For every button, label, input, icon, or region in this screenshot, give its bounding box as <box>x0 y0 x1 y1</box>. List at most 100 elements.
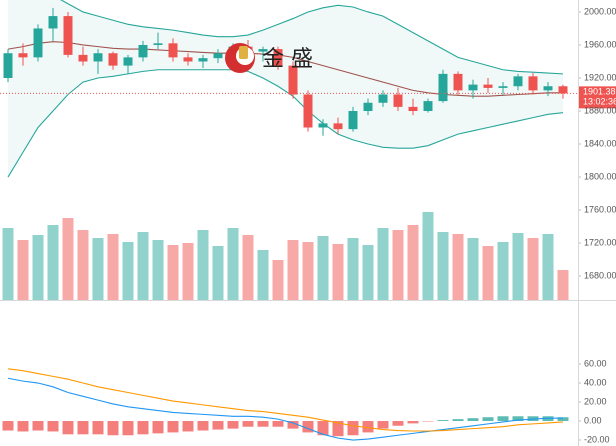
candle-body <box>498 86 508 88</box>
volume-bar <box>17 240 29 300</box>
candle-body <box>558 86 568 94</box>
macd-hist <box>212 421 224 430</box>
macd-hist <box>377 421 389 429</box>
price-tag-text: 1901.38 <box>583 87 616 97</box>
macd-hist <box>137 421 149 435</box>
macd-hist <box>452 419 464 422</box>
volume-bar <box>407 225 419 300</box>
candle-body <box>213 53 223 59</box>
macd-hist <box>557 417 569 422</box>
candle-body <box>108 53 118 66</box>
macd-hist <box>407 421 419 424</box>
candle-body <box>303 94 313 128</box>
macd-hist <box>317 421 329 436</box>
macd-hist <box>257 421 269 427</box>
candle-body <box>63 16 73 55</box>
macd-hist <box>77 421 89 435</box>
candle-body <box>168 43 178 58</box>
macd-dea <box>7 368 564 432</box>
candle-body <box>528 76 538 91</box>
band-lower <box>7 69 564 178</box>
volume-bar <box>47 225 59 300</box>
volume-bar <box>107 234 119 300</box>
volume-bar <box>272 260 284 300</box>
volume-bar <box>362 245 374 300</box>
macd-hist <box>197 421 209 431</box>
volume-bar <box>392 230 404 300</box>
volume-bar <box>152 240 164 300</box>
macd-hist <box>182 421 194 432</box>
candle-body <box>93 53 103 62</box>
macd-hist <box>272 421 284 427</box>
price-pane <box>0 0 578 300</box>
macd-pane <box>2 368 569 441</box>
volume-bar <box>2 228 14 300</box>
volume-bar <box>542 234 554 300</box>
candle-body <box>318 123 328 128</box>
volume-bar <box>497 242 509 300</box>
macd-hist <box>32 421 44 431</box>
price-tag <box>579 86 616 109</box>
macd-hist <box>497 416 509 422</box>
macd-hist <box>227 421 239 429</box>
macd-hist <box>467 418 479 422</box>
macd-hist <box>152 421 164 434</box>
volume-bar <box>332 244 344 300</box>
volume-bar <box>377 228 389 300</box>
macd-hist <box>347 421 359 436</box>
macd-hist <box>332 421 344 437</box>
candle-body <box>18 53 28 58</box>
macd-hist <box>392 421 404 426</box>
candle-body <box>48 16 58 29</box>
y-tick-label: 1800.00 <box>584 171 616 181</box>
candle-body <box>183 57 193 62</box>
watermark: 金 盛 <box>225 43 313 73</box>
macd-hist <box>302 421 314 433</box>
volume-bar <box>92 238 104 300</box>
volume-bar <box>347 238 359 300</box>
volume-bar <box>257 250 269 300</box>
macd-tick-label: -20.00 <box>584 434 610 444</box>
macd-hist <box>437 420 449 422</box>
candle-body <box>153 43 163 45</box>
volume-bar <box>77 230 89 300</box>
volume-bar <box>62 218 74 300</box>
candle-body <box>393 94 403 107</box>
volume-bar <box>242 235 254 300</box>
candle-body <box>123 57 133 66</box>
y-tick-label: 1760.00 <box>584 204 616 214</box>
candle-body <box>273 49 283 66</box>
macd-tick-label: 40.00 <box>584 377 607 387</box>
candle-body <box>438 73 448 102</box>
candle-body <box>423 101 433 112</box>
volume-bar <box>317 236 329 300</box>
y-tick-label: 1680.00 <box>584 270 616 280</box>
volume-bar <box>227 228 239 300</box>
candle-body <box>468 84 478 91</box>
y-tick-label: 1960.00 <box>584 39 616 49</box>
volume-bar <box>182 243 194 300</box>
candle-body <box>3 53 13 78</box>
volume-bar <box>122 242 134 300</box>
volume-bar <box>527 238 539 300</box>
volume-bar <box>422 212 434 300</box>
macd-tick-label: 0.00 <box>584 415 602 425</box>
volume-bar <box>32 235 44 300</box>
macd-hist <box>122 421 134 436</box>
candle-body <box>288 65 298 95</box>
volume-bar <box>437 232 449 300</box>
candle-body <box>258 49 268 52</box>
candle-body <box>33 28 43 58</box>
countdown: 13:02:36 <box>583 97 616 107</box>
candle-body <box>348 111 358 130</box>
candle-body <box>198 58 208 62</box>
band-fill <box>8 0 563 178</box>
band-middle <box>7 41 563 97</box>
candle-body <box>378 94 388 103</box>
volume-bar <box>197 230 209 300</box>
volume-bar <box>452 234 464 300</box>
volume-bar <box>287 240 299 300</box>
macd-hist <box>287 421 299 429</box>
volume-bar <box>467 238 479 300</box>
